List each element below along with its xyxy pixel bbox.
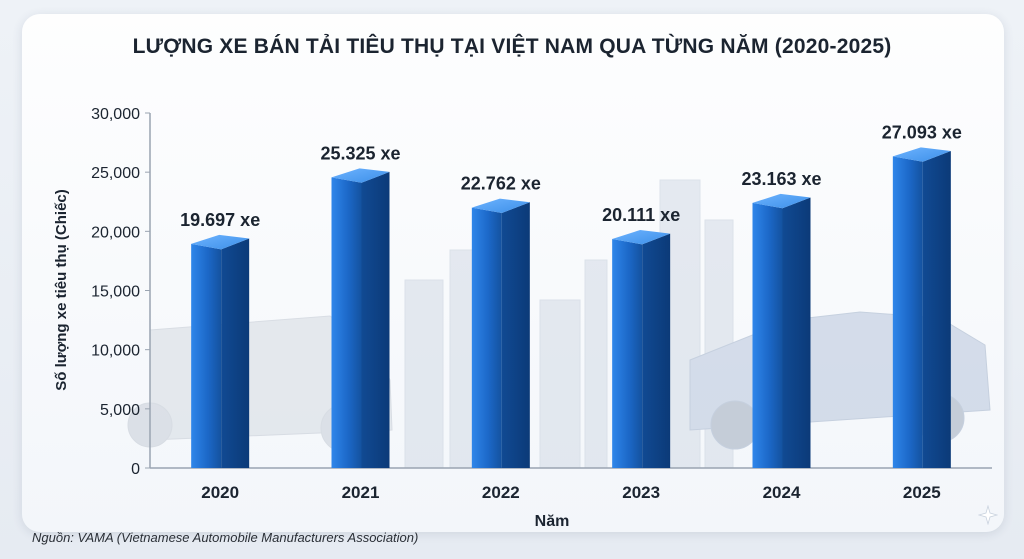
bar-top-face: [191, 234, 250, 250]
bar-top-face: [471, 198, 530, 214]
bar-top-face: [892, 147, 951, 162]
bar-front-face: [612, 239, 643, 468]
x-tick-label: 2023: [622, 483, 660, 502]
bar-front-face: [191, 243, 222, 468]
bar-2023: [612, 230, 671, 468]
source-note: Nguồn: VAMA (Vietnamese Automobile Manuf…: [32, 530, 419, 545]
x-axis-ticks: 2020 2021 2022 2023 2024 2025: [201, 483, 940, 502]
bar-side-face: [501, 202, 530, 468]
bar-2024: [752, 193, 811, 469]
bar-2021: [331, 168, 390, 468]
bar-data-label: 23.163 xe: [741, 169, 821, 189]
y-tick-label: 15,000: [91, 284, 140, 301]
y-tick-label: 20,000: [91, 224, 140, 241]
x-tick-label: 2025: [903, 483, 941, 502]
chart-title: LƯỢNG XE BÁN TẢI TIÊU THỤ TẠI VIỆT NAM Q…: [132, 35, 892, 58]
bars: 19.697 xe 25.325 xe 22.762 xe 20.111 xe 23.1…: [180, 122, 962, 469]
bar-top-face: [331, 168, 390, 183]
bar-side-face: [221, 238, 250, 468]
bar-side-face: [642, 233, 671, 468]
sparkle-icon: [978, 505, 998, 525]
bar-data-label: 19.697 xe: [180, 210, 260, 230]
bar-front-face: [471, 207, 502, 469]
bar-2022: [471, 198, 530, 469]
bar-data-label: 22.762 xe: [461, 174, 541, 194]
bar-side-face: [361, 171, 390, 468]
bar-data-label: 25.325 xe: [320, 143, 400, 163]
y-tick-label: 0: [131, 461, 140, 478]
y-tick-label: 10,000: [91, 343, 140, 360]
x-tick-label: 2024: [763, 483, 801, 502]
bar-data-label: 27.093 xe: [882, 122, 962, 142]
x-tick-label: 2020: [201, 483, 239, 502]
bar-side-face: [782, 197, 811, 468]
bar-2020: [191, 234, 250, 468]
y-axis-ticks: 0 5,000 10,000 15,000 20,000 25,000 30,000: [91, 106, 150, 478]
y-tick-label: 30,000: [91, 106, 140, 123]
bar-front-face: [892, 156, 923, 468]
bar-front-face: [331, 177, 362, 468]
y-tick-label: 5,000: [100, 402, 140, 419]
bar-top-face: [612, 230, 671, 245]
x-tick-label: 2022: [482, 483, 520, 502]
bar-data-label: 20.111 xe: [602, 205, 680, 225]
x-axis-label: Năm: [535, 513, 570, 530]
bar-side-face: [922, 150, 951, 468]
x-tick-label: 2021: [342, 483, 380, 502]
y-axis-label: Số lượng xe tiêu thụ (Chiếc): [53, 189, 70, 391]
bar-top-face: [752, 193, 811, 209]
y-tick-label: 25,000: [91, 165, 140, 182]
bar-front-face: [752, 202, 783, 469]
bar-2025: [892, 147, 951, 468]
